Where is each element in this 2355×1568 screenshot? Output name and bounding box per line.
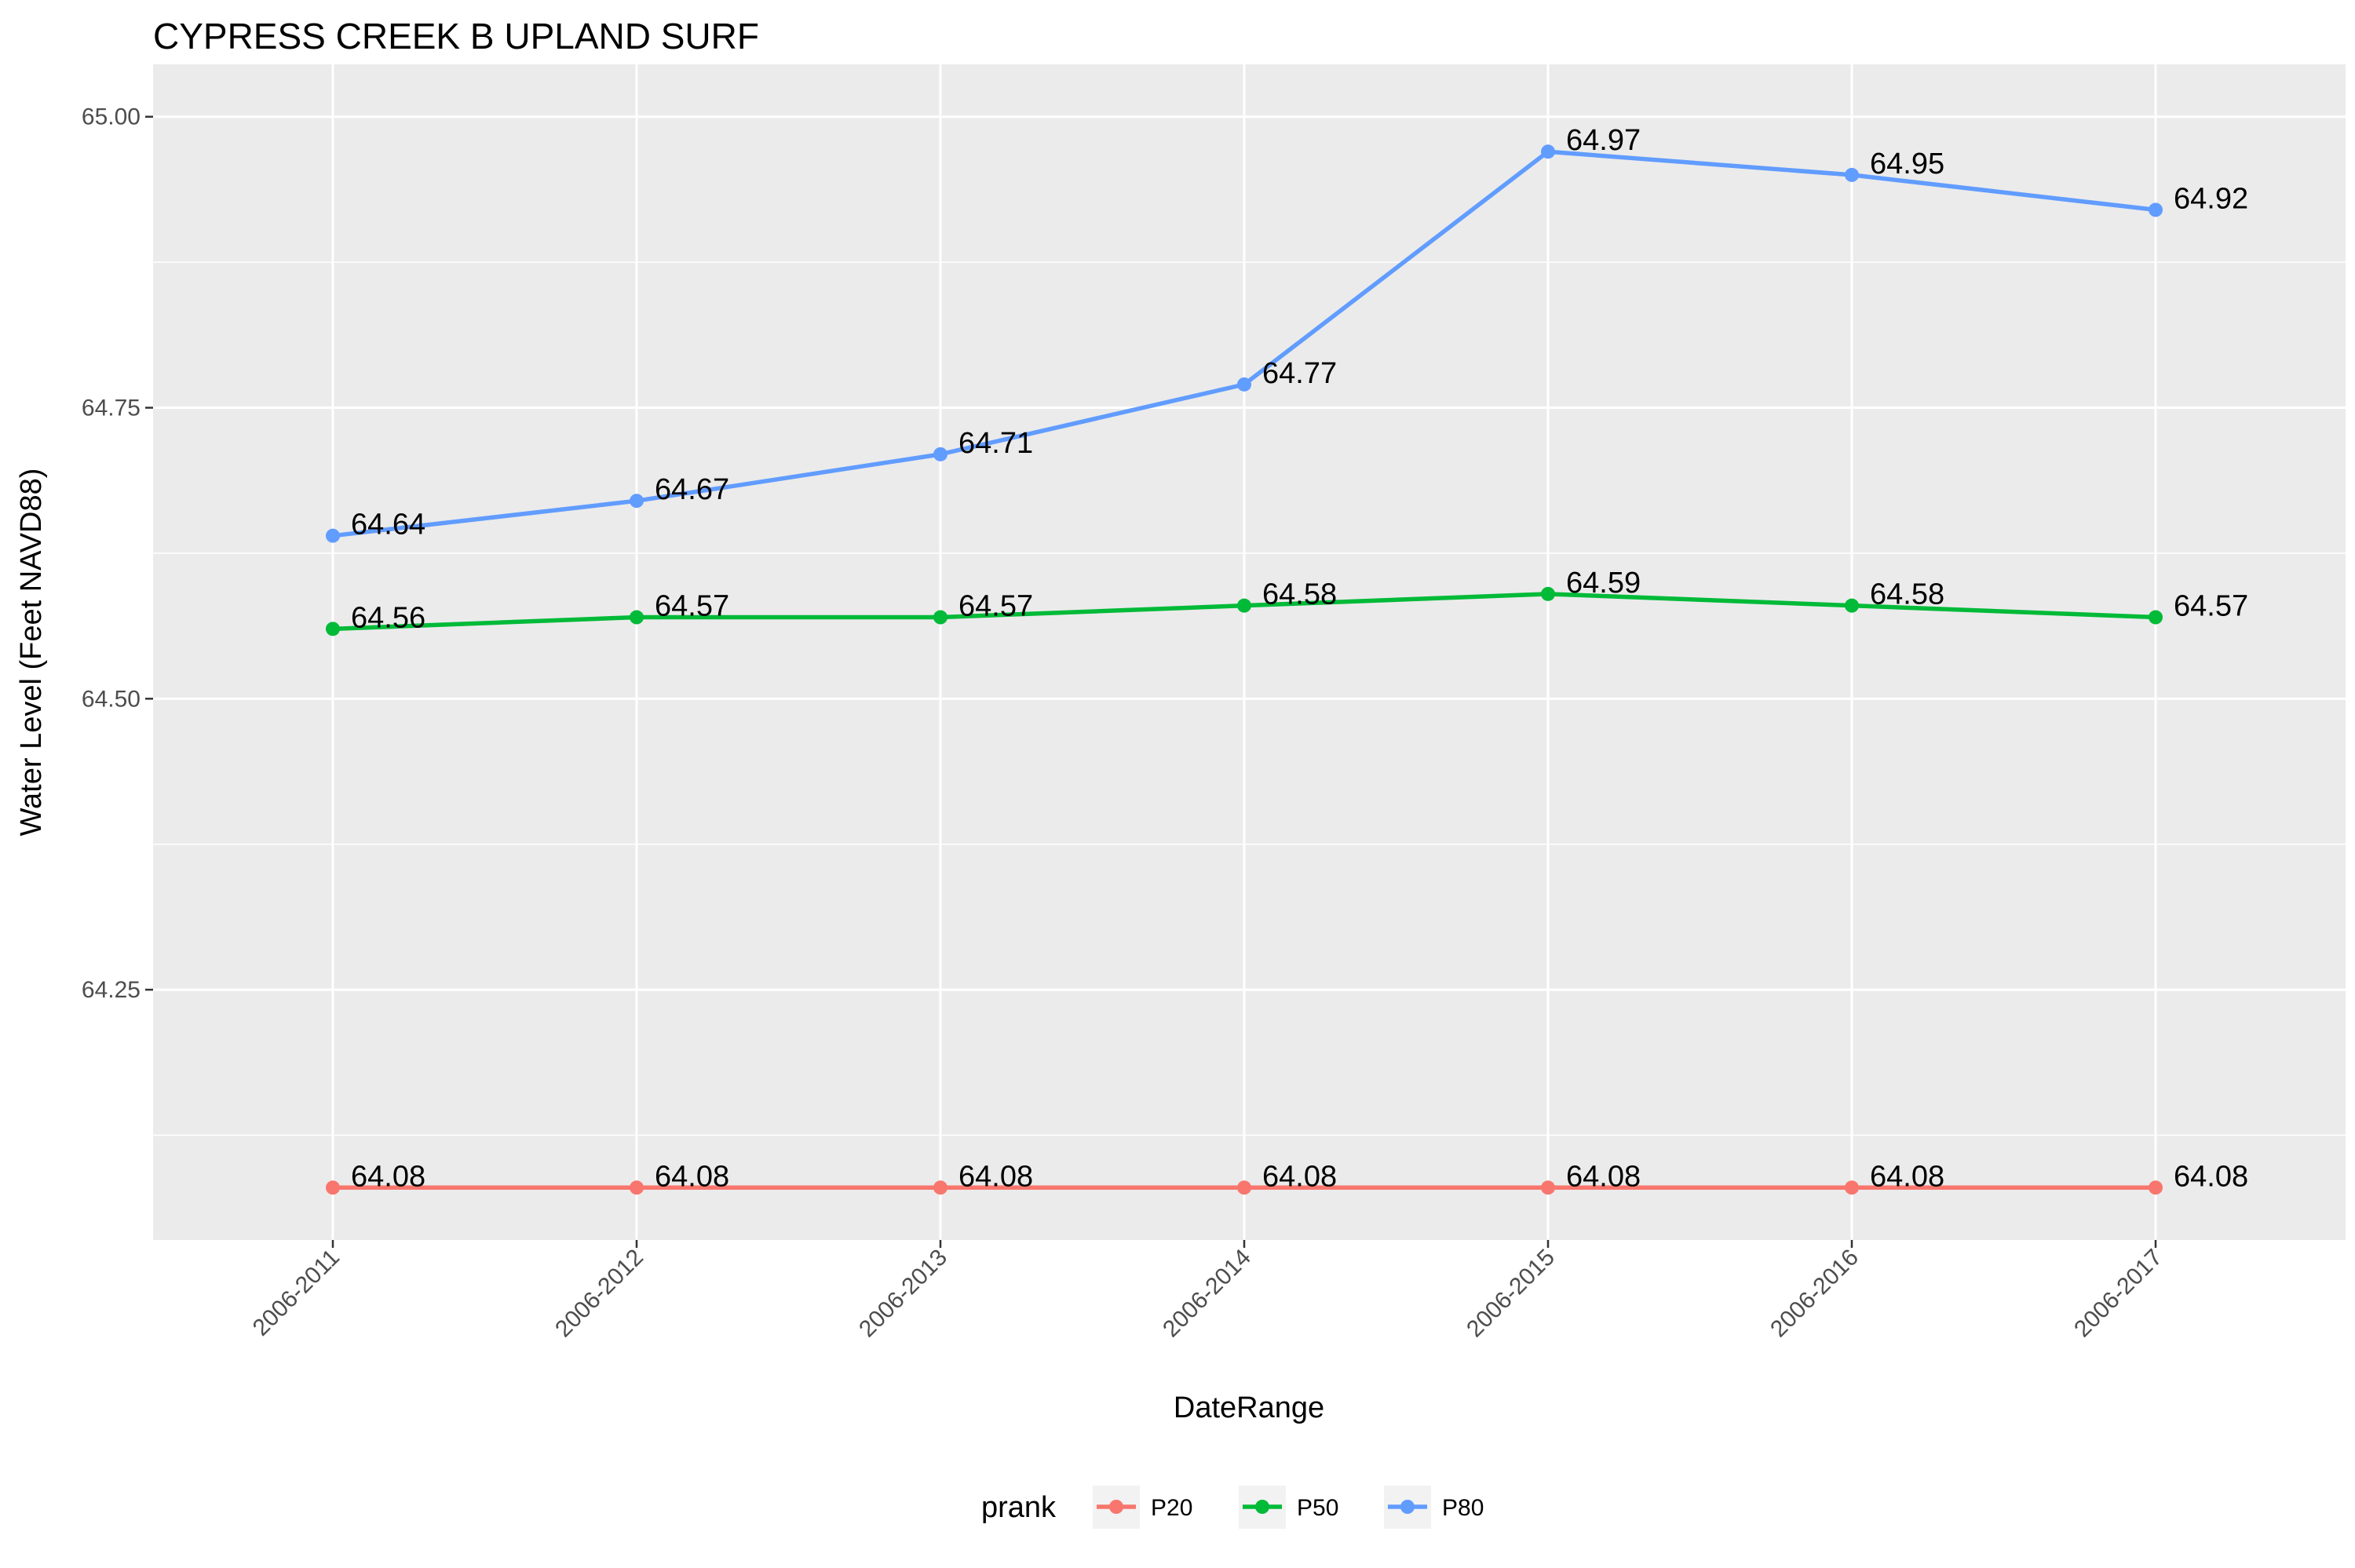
data-point-p80 — [1237, 377, 1251, 392]
data-point-p80 — [630, 494, 644, 509]
x-axis: 2006-2011 2006-2012 2006-2013 2006-2014 2006… — [248, 1240, 2167, 1342]
data-point-p50 — [1541, 586, 1555, 601]
data-label-p80: 64.64 — [351, 509, 425, 542]
data-point-p50 — [326, 622, 340, 636]
data-label-p50: 64.58 — [1262, 578, 1337, 611]
data-label-p80: 64.92 — [2174, 182, 2248, 215]
y-tick-label: 64.75 — [82, 396, 141, 421]
chart-title: CYPRESS CREEK B UPLAND SURF — [153, 16, 759, 57]
data-labels: 64.08 64.08 64.08 64.08 64.08 64.08 64.08 64.56… — [351, 124, 2248, 1193]
x-axis-title: DateRange — [1174, 1391, 1324, 1424]
data-point-p50 — [2149, 610, 2163, 625]
data-point-p80 — [1845, 167, 1859, 182]
data-label-p20: 64.08 — [1870, 1160, 1944, 1193]
data-point-p50 — [1237, 598, 1251, 613]
data-point-p50 — [1845, 598, 1859, 613]
legend-label-p50: P50 — [1297, 1495, 1338, 1521]
data-point-p50 — [630, 610, 644, 625]
data-label-p50: 64.59 — [1566, 567, 1641, 600]
data-point-p20 — [933, 1180, 947, 1195]
data-label-p80: 64.67 — [655, 473, 729, 506]
data-label-p20: 64.08 — [958, 1160, 1033, 1193]
data-label-p50: 64.57 — [655, 590, 729, 623]
data-label-p80: 64.95 — [1870, 148, 1944, 181]
x-tick-label: 2006-2016 — [1765, 1245, 1864, 1343]
x-tick-label: 2006-2011 — [248, 1245, 345, 1341]
data-label-p80: 64.77 — [1262, 357, 1337, 390]
legend-label-p20: P20 — [1151, 1495, 1192, 1521]
x-tick-label: 2006-2017 — [2069, 1245, 2167, 1343]
data-point-p80 — [2149, 202, 2163, 217]
legend-label-p80: P80 — [1442, 1495, 1484, 1521]
data-label-p80: 64.97 — [1566, 124, 1641, 157]
data-point-p20 — [326, 1180, 340, 1195]
plot-panel — [153, 64, 2346, 1240]
data-point-p20 — [2149, 1180, 2163, 1195]
data-label-p50: 64.57 — [2174, 590, 2248, 623]
data-point-p80 — [326, 528, 340, 543]
data-label-p50: 64.58 — [1870, 578, 1944, 611]
y-tick-label: 64.25 — [82, 977, 141, 1003]
series-layer — [326, 144, 2163, 1195]
data-label-p20: 64.08 — [351, 1160, 425, 1193]
data-point-p80 — [933, 447, 947, 461]
data-point-p80 — [1541, 144, 1555, 159]
x-tick-label: 2006-2015 — [1462, 1245, 1560, 1343]
data-point-p20 — [1237, 1180, 1251, 1195]
data-point-p50 — [933, 610, 947, 625]
legend-point-p20 — [1109, 1500, 1123, 1514]
data-label-p50: 64.56 — [351, 601, 425, 634]
minor-gridlines — [153, 261, 2346, 1136]
y-tick-label: 65.00 — [82, 104, 141, 130]
data-label-p20: 64.08 — [1262, 1160, 1337, 1193]
data-point-p20 — [630, 1180, 644, 1195]
data-label-p20: 64.08 — [1566, 1160, 1641, 1193]
x-tick-label: 2006-2012 — [550, 1245, 648, 1343]
data-label-p20: 64.08 — [2174, 1160, 2248, 1193]
data-point-p20 — [1541, 1180, 1555, 1195]
y-axis-title: Water Level (Feet NAVD88) — [15, 469, 48, 837]
y-axis: 64.25 64.50 64.75 65.00 — [82, 104, 153, 1003]
legend: prank P20 P50 P80 — [981, 1486, 1484, 1529]
data-label-p20: 64.08 — [655, 1160, 729, 1193]
x-tick-label: 2006-2014 — [1158, 1245, 1256, 1343]
major-gridlines — [153, 64, 2346, 1240]
legend-point-p50 — [1255, 1500, 1269, 1514]
legend-point-p80 — [1400, 1500, 1415, 1514]
data-label-p80: 64.71 — [958, 427, 1033, 460]
y-tick-label: 64.50 — [82, 686, 141, 712]
legend-title: prank — [981, 1491, 1057, 1524]
data-point-p20 — [1845, 1180, 1859, 1195]
x-tick-label: 2006-2013 — [854, 1245, 952, 1343]
data-label-p50: 64.57 — [958, 590, 1033, 623]
